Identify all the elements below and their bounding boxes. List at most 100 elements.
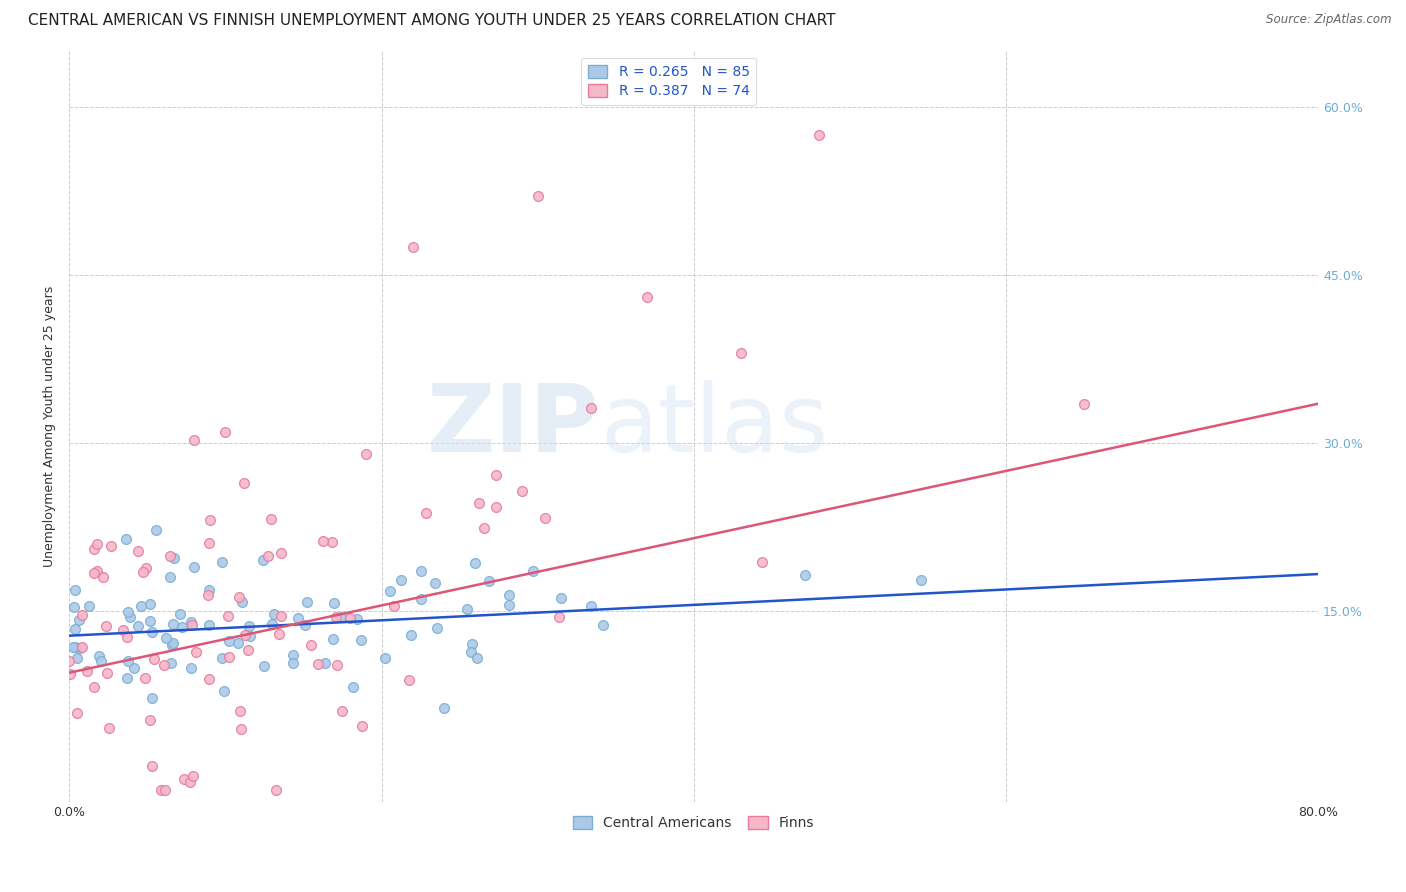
Point — [389, 573, 412, 587]
Point — [197, 583, 219, 598]
Point — [63, 640, 86, 655]
Point — [378, 584, 401, 599]
Point — [198, 536, 221, 550]
Point — [173, 772, 195, 787]
Point — [87, 648, 110, 663]
Point — [159, 549, 181, 563]
Point — [214, 425, 236, 439]
Point — [149, 783, 172, 797]
Point — [465, 651, 488, 665]
Point — [197, 588, 219, 602]
Point — [262, 616, 284, 631]
Point — [162, 636, 184, 650]
Point — [98, 721, 121, 735]
Point — [83, 566, 105, 580]
Point — [145, 524, 167, 538]
Point — [329, 609, 352, 624]
Text: atlas: atlas — [600, 380, 828, 472]
Y-axis label: Unemployment Among Youth under 25 years: Unemployment Among Youth under 25 years — [44, 285, 56, 566]
Point — [211, 651, 233, 665]
Point — [117, 654, 139, 668]
Point — [162, 638, 184, 652]
Point — [460, 645, 482, 659]
Point — [183, 560, 205, 574]
Point — [218, 633, 240, 648]
Point — [59, 667, 82, 681]
Point — [751, 556, 773, 570]
Point — [63, 599, 86, 614]
Point — [321, 534, 343, 549]
Point — [153, 657, 176, 672]
Point — [180, 661, 202, 675]
Point — [478, 574, 501, 588]
Point — [67, 613, 90, 627]
Point — [183, 433, 205, 447]
Point — [294, 618, 316, 632]
Point — [287, 611, 309, 625]
Point — [498, 588, 520, 602]
Point — [179, 774, 201, 789]
Point — [339, 610, 361, 624]
Point — [592, 618, 614, 632]
Point — [461, 637, 484, 651]
Point — [257, 549, 280, 564]
Point — [70, 607, 93, 622]
Point — [63, 582, 86, 597]
Point — [579, 599, 602, 613]
Point — [299, 639, 322, 653]
Point — [132, 566, 155, 580]
Point — [283, 656, 305, 670]
Point — [283, 648, 305, 662]
Point — [346, 612, 368, 626]
Point — [198, 672, 221, 686]
Point — [198, 617, 221, 632]
Point — [229, 722, 252, 736]
Point — [807, 128, 830, 142]
Point — [330, 704, 353, 718]
Point — [267, 627, 290, 641]
Point — [86, 564, 108, 578]
Point — [547, 610, 569, 624]
Point — [58, 654, 80, 668]
Point — [233, 475, 256, 490]
Point — [472, 521, 495, 535]
Point — [485, 500, 508, 514]
Point — [91, 570, 114, 584]
Point — [139, 598, 162, 612]
Point — [636, 290, 658, 304]
Point — [134, 671, 156, 685]
Point — [127, 619, 149, 633]
Point — [94, 619, 117, 633]
Point — [231, 595, 253, 609]
Point — [76, 665, 98, 679]
Point — [112, 624, 135, 638]
Point — [179, 615, 201, 629]
Text: ZIP: ZIP — [427, 380, 600, 472]
Point — [464, 556, 486, 570]
Point — [433, 701, 456, 715]
Point — [326, 658, 349, 673]
Point — [160, 656, 183, 670]
Point — [170, 619, 193, 633]
Point — [96, 666, 118, 681]
Point — [139, 614, 162, 628]
Point — [100, 539, 122, 553]
Point — [217, 609, 239, 624]
Point — [263, 607, 285, 622]
Point — [129, 599, 152, 614]
Point — [350, 719, 373, 733]
Point — [238, 630, 260, 644]
Point — [910, 574, 932, 588]
Point — [264, 782, 287, 797]
Point — [153, 783, 176, 797]
Point — [162, 616, 184, 631]
Point — [181, 769, 204, 783]
Point — [322, 596, 344, 610]
Point — [228, 590, 250, 604]
Point — [409, 564, 432, 578]
Point — [295, 595, 318, 609]
Point — [270, 609, 292, 624]
Point — [1073, 397, 1095, 411]
Point — [184, 644, 207, 658]
Point — [141, 759, 163, 773]
